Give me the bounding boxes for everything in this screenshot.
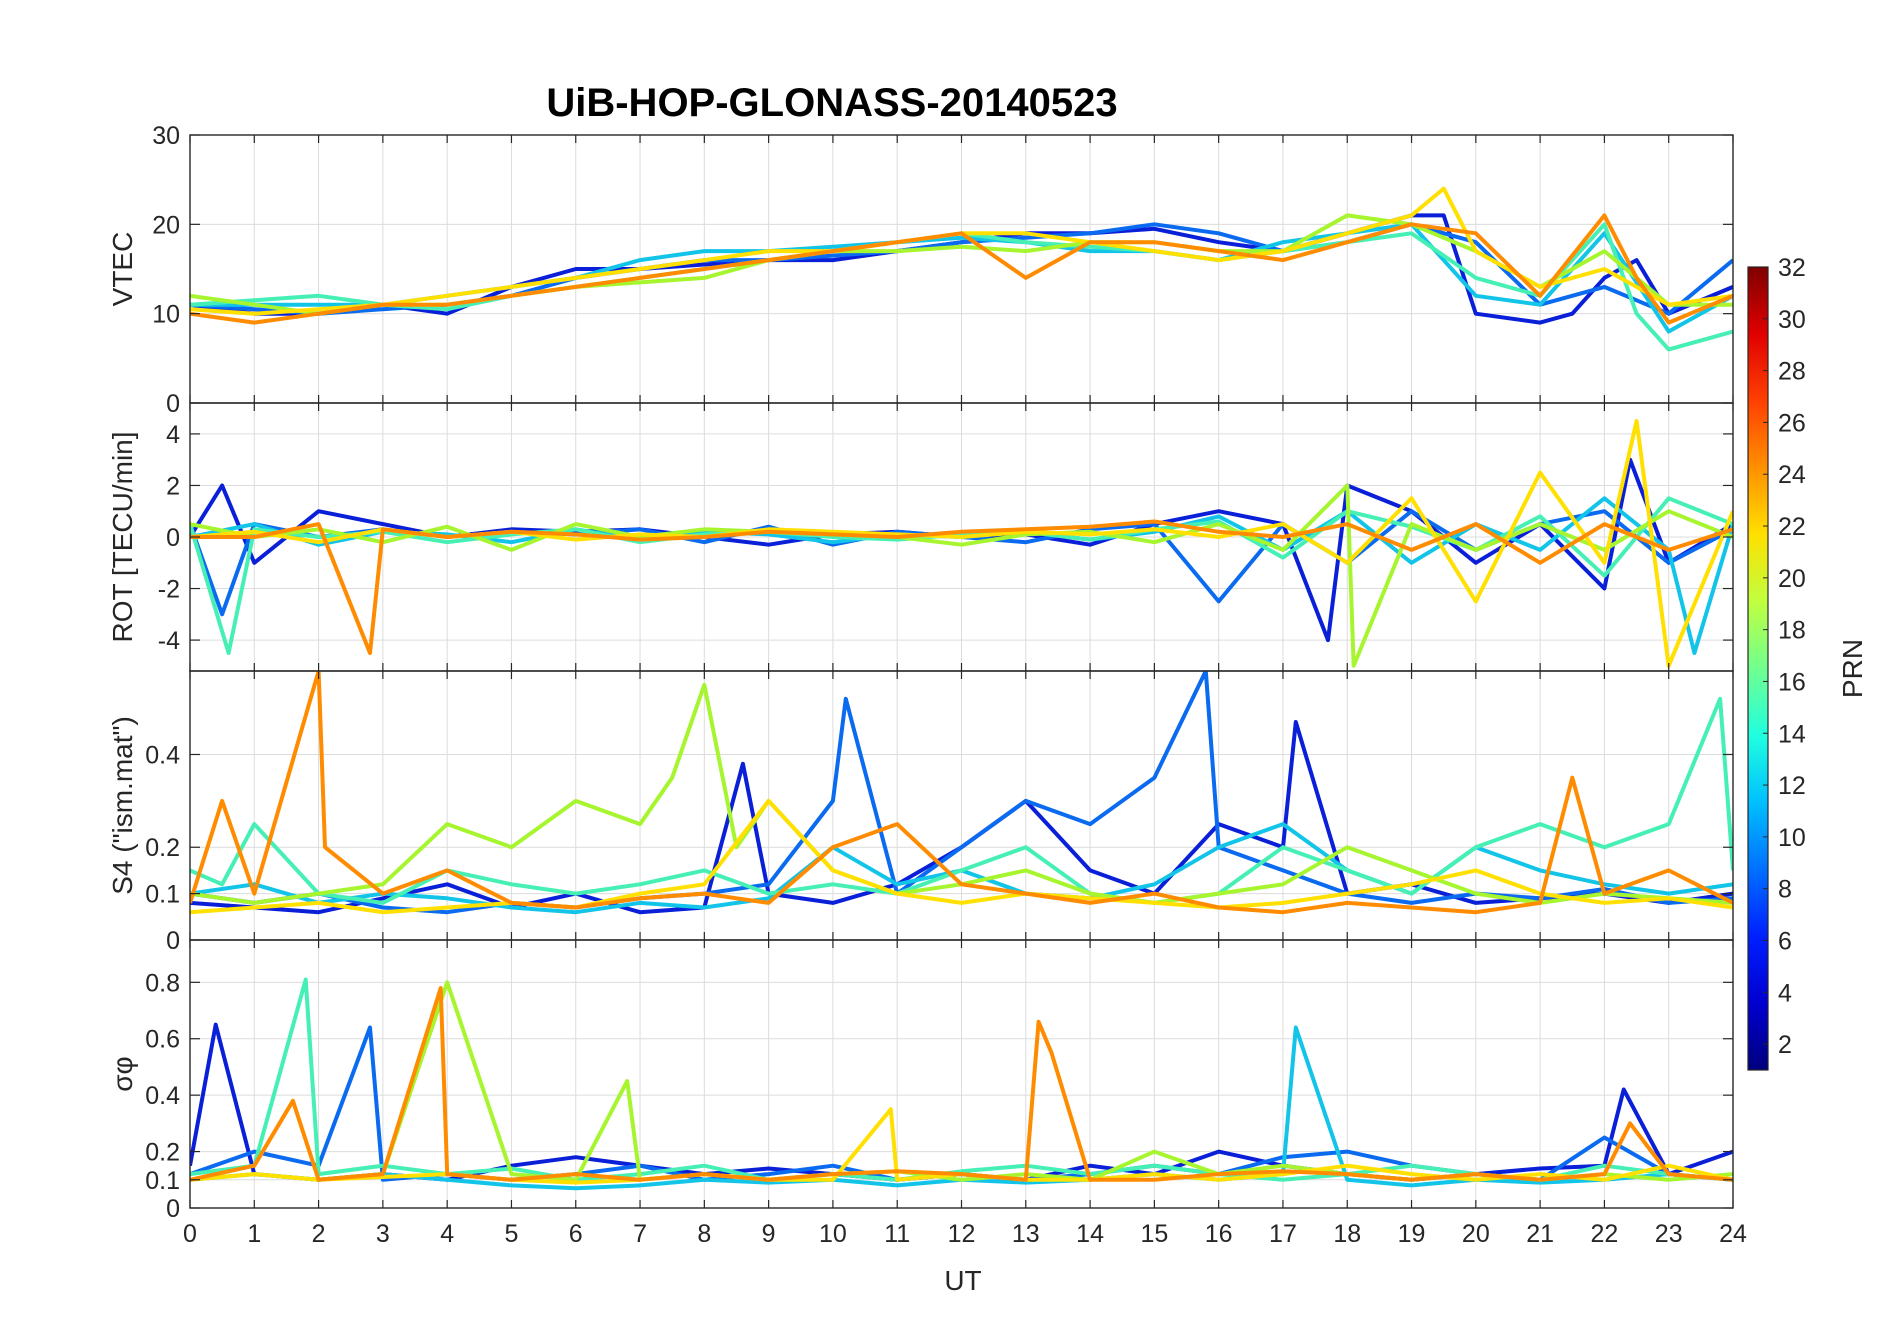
y-tick-label: 0.8 [145, 969, 180, 997]
colorbar-tick-label: 30 [1778, 306, 1806, 334]
x-tick-label: 12 [948, 1220, 976, 1248]
series-line-4 [190, 222, 1733, 352]
colorbar-tick-label: 16 [1778, 668, 1806, 696]
x-tick-label: 15 [1140, 1220, 1168, 1248]
series-group [190, 671, 1733, 915]
y-tick-label: 0.1 [145, 1167, 180, 1195]
y-tick-label: 0 [166, 1195, 180, 1223]
y-tick-label: 10 [152, 301, 180, 329]
x-tick-label: 16 [1205, 1220, 1233, 1248]
series-line-7 [190, 986, 1733, 1182]
y-tick-label: 4 [166, 421, 180, 449]
chart-title: UiB-HOP-GLONASS-20140523 [546, 81, 1117, 125]
colorbar-tick-label: 24 [1778, 461, 1806, 489]
colorbar-tick-label: 12 [1778, 772, 1806, 800]
x-tick-label: 22 [1591, 1220, 1619, 1248]
colorbar-scale [1747, 266, 1769, 1071]
colorbar-tick-label: 8 [1778, 876, 1792, 904]
panel-rot: -4 -2 0 2 4 ROT [TECU/min] [107, 402, 1734, 672]
y-tick-label: 0.4 [145, 741, 180, 769]
x-tick-label: 7 [633, 1220, 647, 1248]
series-group [190, 977, 1733, 1191]
x-tick-label: 10 [819, 1220, 847, 1248]
series-line-6 [190, 186, 1733, 316]
x-tick-label: 11 [884, 1220, 910, 1248]
series-group [190, 186, 1733, 352]
series-line-2 [190, 671, 1733, 915]
x-tick-label: 17 [1269, 1220, 1297, 1248]
colorbar-tick-label: 6 [1778, 927, 1792, 955]
y-tick-label: -2 [158, 576, 180, 604]
series-line-6 [190, 798, 1733, 915]
x-tick-label: 24 [1719, 1220, 1747, 1248]
x-tick-label: 6 [569, 1220, 583, 1248]
y-tick-label: 0.1 [145, 881, 180, 909]
y-axis-label: σφ [107, 1056, 138, 1091]
y-axis-label: VTEC [107, 232, 138, 307]
x-tick-label: 9 [762, 1220, 776, 1248]
x-tick-label: 21 [1526, 1220, 1554, 1248]
y-tick-label: 0.2 [145, 1139, 180, 1167]
y-tick-label: -4 [158, 627, 180, 655]
x-tick-label: 5 [505, 1220, 519, 1248]
y-tick-label: 2 [166, 472, 180, 500]
y-tick-label: 0.4 [145, 1082, 180, 1110]
x-tick-label: 13 [1012, 1220, 1040, 1248]
series-line-4 [190, 696, 1733, 905]
colorbar-tick-label: 32 [1778, 254, 1806, 282]
series-group [190, 419, 1733, 668]
colorbar-tick-label: 26 [1778, 409, 1806, 437]
series-line-5 [190, 483, 1733, 668]
x-tick-label: 18 [1333, 1220, 1361, 1248]
y-tick-label: 20 [152, 211, 180, 239]
x-tick-label: 1 [247, 1220, 261, 1248]
series-line-7 [190, 519, 1733, 655]
x-tick-label: 3 [376, 1220, 390, 1248]
panel-s4: 0 0.1 0.2 0.4S4 ("ism.mat") [107, 670, 1734, 955]
colorbar-tick-label: 28 [1778, 358, 1806, 386]
x-tick-label: 19 [1398, 1220, 1426, 1248]
colorbar-label: PRN [1837, 639, 1868, 698]
colorbar-tick-label: 14 [1778, 720, 1806, 748]
x-tick-label: 23 [1655, 1220, 1683, 1248]
colorbar-tick-label: 18 [1778, 617, 1806, 645]
colorbar-tick-label: 20 [1778, 565, 1806, 593]
x-tick-label: 2 [312, 1220, 326, 1248]
colorbar-tick-label: 10 [1778, 824, 1806, 852]
series-line-7 [190, 213, 1733, 325]
colorbar-tick-label: 22 [1778, 513, 1806, 541]
x-axis-label: UT [944, 1265, 981, 1296]
series-line-7 [190, 671, 1733, 915]
y-tick-label: 0 [166, 927, 180, 955]
panel-vtec: 0 10 20 30 VTEC [107, 122, 1734, 418]
y-tick-label: 0.2 [145, 834, 180, 862]
y-axis-label: ROT [TECU/min] [107, 431, 138, 642]
x-tick-label: 20 [1462, 1220, 1490, 1248]
x-tick-label: 0 [183, 1220, 197, 1248]
x-tick-label: 8 [697, 1220, 711, 1248]
colorbar-tick-label: 4 [1778, 979, 1792, 1007]
y-tick-label: 0 [166, 524, 180, 552]
x-tick-label: 4 [440, 1220, 454, 1248]
y-tick-label: 30 [152, 122, 180, 150]
y-tick-label: 0.6 [145, 1026, 180, 1054]
panel-sigma_phi: 00.10.2 0.4 0.6 0.8 σφ [107, 939, 1734, 1223]
y-tick-label: 0 [166, 390, 180, 418]
x-tick-label: 14 [1076, 1220, 1104, 1248]
y-axis-label: S4 ("ism.mat") [107, 716, 138, 895]
colorbar-tick-label: 2 [1778, 1031, 1792, 1059]
